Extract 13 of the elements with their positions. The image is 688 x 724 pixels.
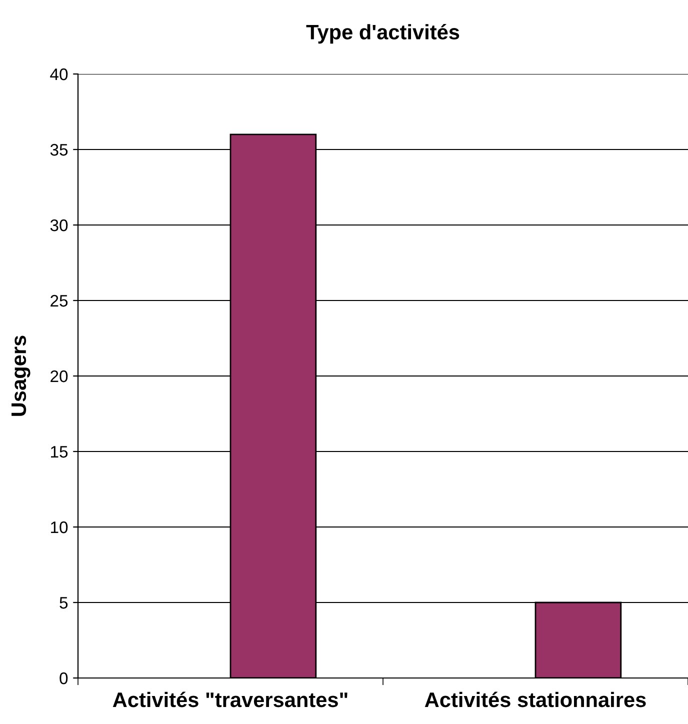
x-tick-label: Activités stationnaires: [424, 692, 646, 708]
chart-title: Type d'activités: [306, 24, 460, 44]
y-axis-title: Usagers: [12, 336, 30, 416]
y-tick-label: 30: [50, 219, 68, 232]
x-tick-label: Activités "traversantes": [112, 692, 348, 708]
y-tick-label: 25: [50, 294, 68, 307]
y-tick-label: 5: [60, 597, 68, 609]
y-tick-label: 20: [50, 370, 68, 382]
y-tick-label: 10: [51, 521, 68, 534]
y-tick-label: 40: [50, 68, 68, 80]
y-tick-label: 35: [50, 144, 68, 156]
y-tick-label: 0: [60, 672, 68, 684]
y-tick-label: 15: [51, 446, 68, 458]
